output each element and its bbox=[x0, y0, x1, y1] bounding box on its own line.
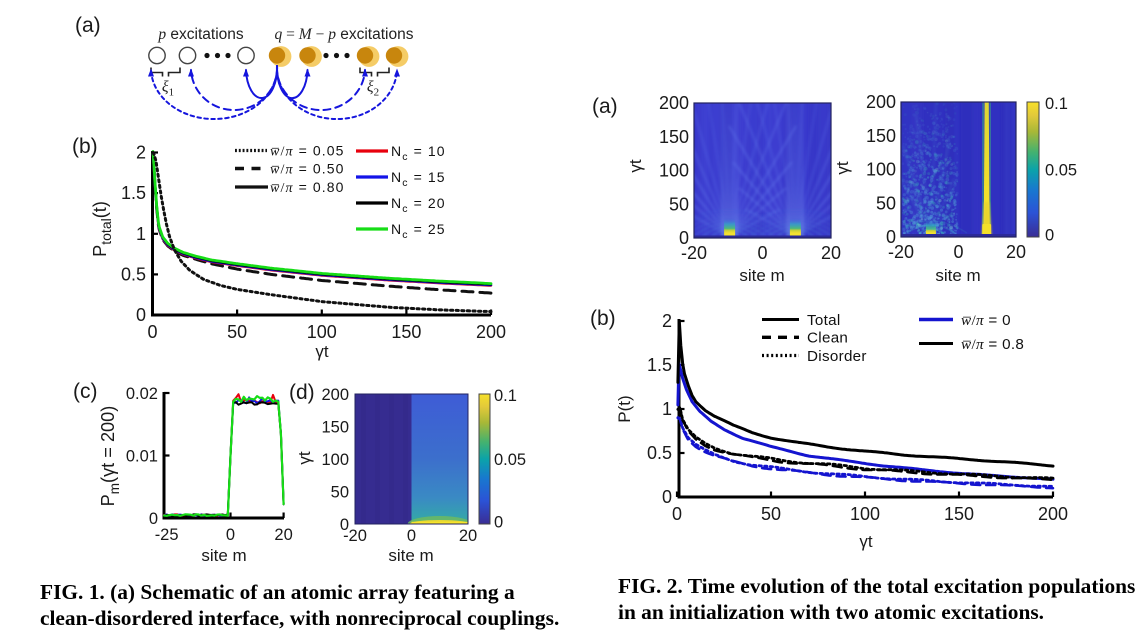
svg-text:Pm(γt = 200): Pm(γt = 200) bbox=[98, 406, 122, 507]
svg-text:1.5: 1.5 bbox=[647, 355, 672, 375]
svg-text:0: 0 bbox=[407, 527, 416, 545]
svg-text:200: 200 bbox=[1038, 504, 1068, 524]
svg-text:150: 150 bbox=[659, 127, 689, 147]
svg-text:0.1: 0.1 bbox=[1045, 95, 1068, 113]
svg-text:0: 0 bbox=[340, 516, 349, 534]
svg-text:0.5: 0.5 bbox=[121, 264, 146, 284]
svg-text:0: 0 bbox=[136, 305, 146, 325]
svg-text:0: 0 bbox=[226, 526, 235, 544]
svg-text:γt: γt bbox=[859, 532, 873, 551]
svg-text:1: 1 bbox=[662, 399, 672, 419]
svg-text:(a): (a) bbox=[592, 95, 618, 118]
svg-text:100: 100 bbox=[307, 322, 337, 342]
svg-text:0: 0 bbox=[149, 510, 158, 528]
svg-text:site m: site m bbox=[935, 266, 980, 285]
svg-text:20: 20 bbox=[1006, 242, 1026, 262]
svg-text:0.05: 0.05 bbox=[1045, 162, 1077, 180]
svg-text:20: 20 bbox=[274, 526, 292, 544]
svg-text:p excitations: p excitations bbox=[157, 26, 244, 43]
svg-text:200: 200 bbox=[476, 322, 506, 342]
svg-text:Nc = 20: Nc = 20 bbox=[391, 195, 446, 215]
svg-text:100: 100 bbox=[321, 451, 349, 469]
svg-text:0: 0 bbox=[662, 487, 672, 507]
svg-text:0: 0 bbox=[672, 504, 682, 524]
svg-text:(b): (b) bbox=[72, 135, 98, 158]
svg-text:γt: γt bbox=[626, 159, 645, 173]
svg-text:0: 0 bbox=[886, 227, 896, 247]
svg-text:1: 1 bbox=[136, 224, 146, 244]
svg-text:-20: -20 bbox=[888, 242, 914, 262]
svg-text:0: 0 bbox=[953, 242, 963, 262]
svg-text:P(t): P(t) bbox=[615, 395, 634, 422]
svg-text:0: 0 bbox=[494, 514, 503, 532]
svg-text:w̅/π = 0.05: w̅/π = 0.05 bbox=[270, 143, 344, 160]
svg-text:50: 50 bbox=[876, 193, 896, 213]
svg-text:50: 50 bbox=[669, 194, 689, 214]
svg-text:0.01: 0.01 bbox=[126, 448, 158, 466]
svg-text:Ptotal(t): Ptotal(t) bbox=[90, 201, 114, 257]
svg-text:-20: -20 bbox=[681, 243, 707, 263]
svg-text:w̅/π = 0.50: w̅/π = 0.50 bbox=[270, 161, 344, 178]
svg-text:0.1: 0.1 bbox=[494, 387, 517, 405]
svg-text:w̅/π = 0.80: w̅/π = 0.80 bbox=[270, 179, 344, 196]
svg-text:Clean: Clean bbox=[807, 330, 848, 347]
svg-text:0.02: 0.02 bbox=[126, 385, 158, 403]
svg-text:-25: -25 bbox=[155, 526, 179, 544]
svg-text:0: 0 bbox=[1045, 227, 1054, 245]
svg-text:ξ1: ξ1 bbox=[162, 79, 174, 99]
svg-text:150: 150 bbox=[944, 504, 974, 524]
svg-text:γt: γt bbox=[833, 161, 852, 175]
svg-text:50: 50 bbox=[331, 484, 349, 502]
svg-text:γt: γt bbox=[295, 451, 314, 465]
svg-text:1.5: 1.5 bbox=[121, 183, 146, 203]
svg-text:(b): (b) bbox=[590, 307, 616, 330]
svg-text:100: 100 bbox=[866, 160, 896, 180]
svg-text:200: 200 bbox=[866, 92, 896, 112]
svg-text:0: 0 bbox=[147, 322, 157, 342]
svg-text:Nc = 15: Nc = 15 bbox=[391, 169, 446, 189]
svg-text:-20: -20 bbox=[343, 527, 367, 545]
svg-text:site m: site m bbox=[739, 266, 784, 285]
svg-text:2: 2 bbox=[662, 311, 672, 331]
svg-text:150: 150 bbox=[391, 322, 421, 342]
svg-text:Nc = 25: Nc = 25 bbox=[391, 221, 446, 241]
svg-text:0.5: 0.5 bbox=[647, 443, 672, 463]
svg-text:γt: γt bbox=[315, 342, 329, 361]
svg-text:200: 200 bbox=[321, 386, 349, 404]
svg-text:Nc = 10: Nc = 10 bbox=[391, 143, 446, 163]
svg-text:q = M − p excitations: q = M − p excitations bbox=[275, 26, 414, 43]
svg-text:20: 20 bbox=[821, 243, 841, 263]
svg-text:2: 2 bbox=[136, 143, 146, 163]
svg-text:w̅/π = 0.8: w̅/π = 0.8 bbox=[961, 336, 1024, 353]
svg-text:Disorder: Disorder bbox=[807, 348, 867, 365]
svg-text:ξ2: ξ2 bbox=[367, 79, 379, 99]
svg-text:20: 20 bbox=[459, 527, 477, 545]
svg-text:150: 150 bbox=[866, 126, 896, 146]
svg-text:w̅/π = 0: w̅/π = 0 bbox=[961, 312, 1011, 329]
svg-text:0.05: 0.05 bbox=[494, 451, 526, 469]
svg-text:Total: Total bbox=[807, 312, 841, 329]
svg-text:(d): (d) bbox=[289, 381, 315, 404]
svg-text:(c): (c) bbox=[73, 380, 98, 403]
svg-text:200: 200 bbox=[659, 93, 689, 113]
svg-text:(a): (a) bbox=[75, 14, 101, 37]
svg-text:0: 0 bbox=[757, 243, 767, 263]
svg-text:50: 50 bbox=[227, 322, 247, 342]
svg-text:0: 0 bbox=[679, 228, 689, 248]
svg-text:150: 150 bbox=[321, 419, 349, 437]
svg-text:100: 100 bbox=[659, 161, 689, 181]
svg-text:50: 50 bbox=[761, 504, 781, 524]
svg-text:site m: site m bbox=[201, 546, 246, 565]
svg-text:100: 100 bbox=[850, 504, 880, 524]
svg-text:site m: site m bbox=[388, 546, 433, 565]
